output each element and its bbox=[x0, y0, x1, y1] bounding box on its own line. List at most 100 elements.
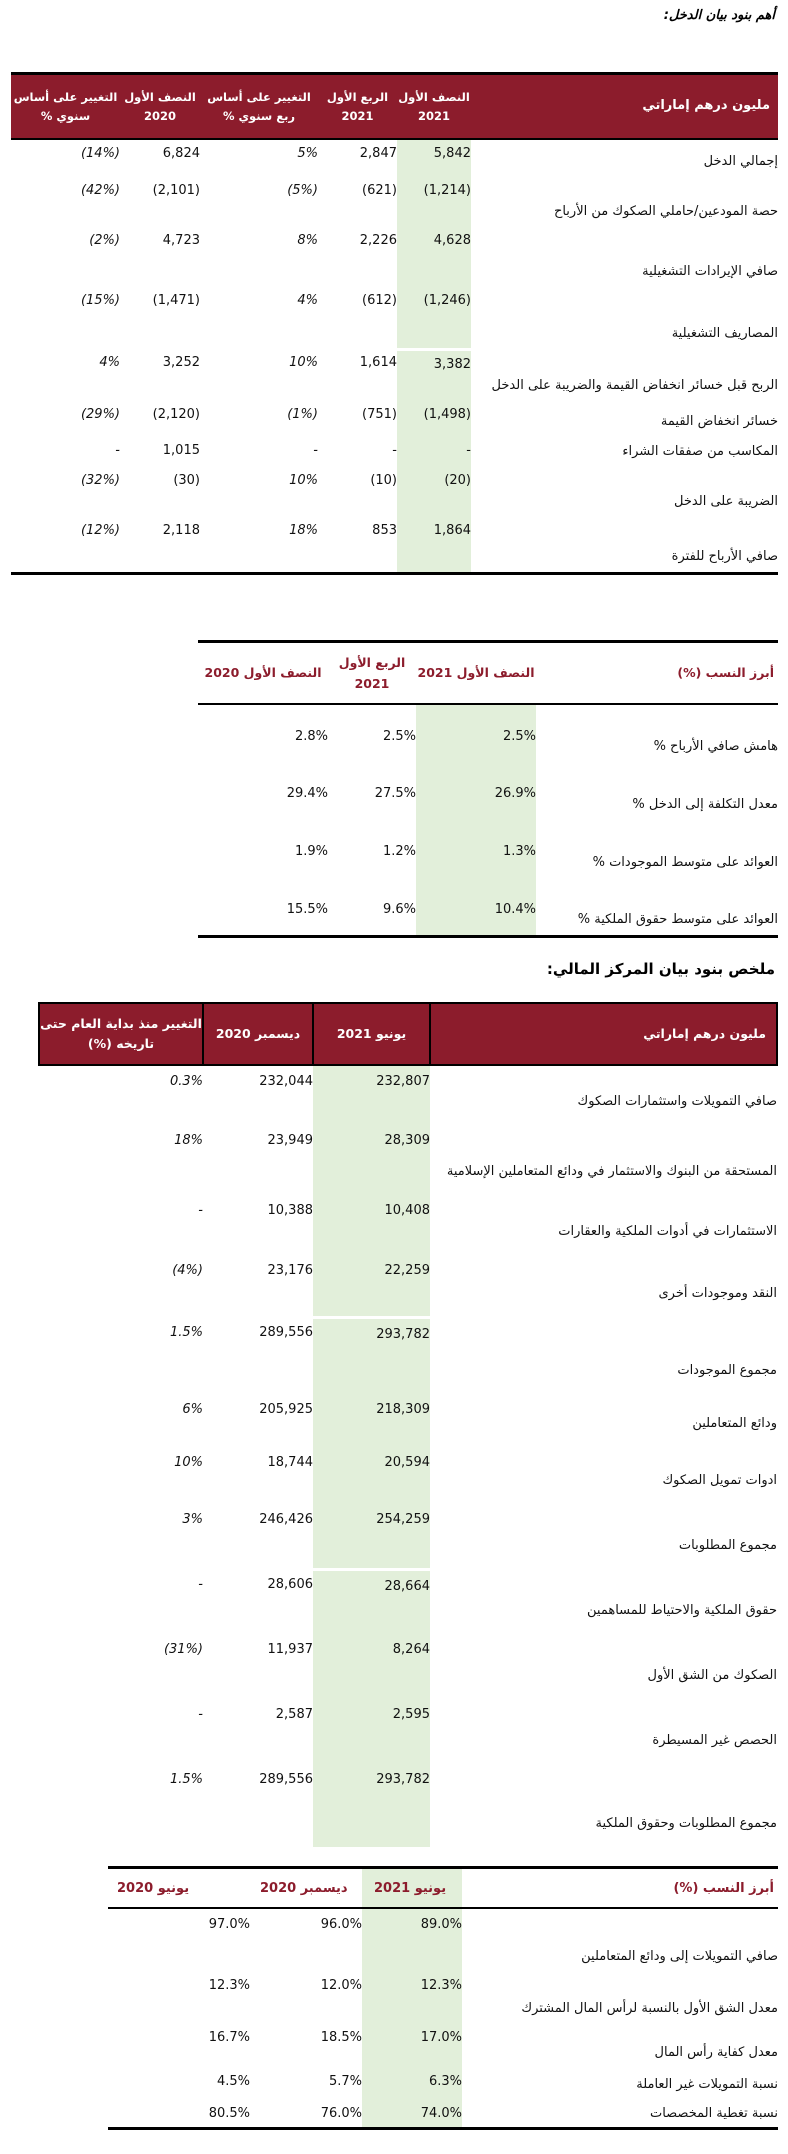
cell-h1-2020: 1,015 bbox=[162, 443, 200, 458]
cell-yoy-change: (29%) bbox=[80, 407, 120, 422]
cell-ytd-change: - bbox=[198, 1203, 203, 1218]
cell-q1-2021: 2,226 bbox=[359, 233, 397, 248]
row-label: مجموع المطلوبات bbox=[678, 1538, 777, 1554]
cell-jun-2021: 10,408 bbox=[384, 1203, 431, 1218]
cell-jun-2021: 89.0% bbox=[420, 1917, 462, 1932]
cell-dec-2020: 246,426 bbox=[259, 1512, 313, 1527]
income-statement-title: أهم بنود بيان الدخل: bbox=[663, 8, 775, 23]
cell-q1-2021: 1,614 bbox=[359, 355, 397, 370]
cell-h1-2020: (2,120) bbox=[152, 407, 200, 422]
cell-h1-2021: 2.5% bbox=[502, 729, 536, 744]
cell-q1-2021: (621) bbox=[362, 183, 397, 198]
cell-h1-2021: (20) bbox=[444, 473, 471, 488]
col-header-q1-2021: الربع الأول 2021 bbox=[328, 641, 416, 705]
cell-jun-2020: 12.3% bbox=[208, 1978, 250, 1993]
cell-h1-2021: - bbox=[466, 443, 471, 458]
table-row: الربح قبل خسائر انخفاض القيمة والضريبة ع… bbox=[11, 349, 778, 401]
cell-h1-2021: 10.4% bbox=[494, 902, 536, 917]
balance-sheet-table: مليون درهم إماراتي يونيو 2021 ديسمبر 202… bbox=[38, 1002, 778, 1847]
table-row: معدل كفاية رأس المال 17.0% 18.5% 16.7% bbox=[108, 2022, 778, 2066]
col-header-yoy-change: التغيير على أساس سنوي % bbox=[11, 73, 120, 140]
row-label: مجموع المطلوبات وحقوق الملكية bbox=[595, 1816, 778, 1832]
cell-dec-2020: 76.0% bbox=[320, 2106, 362, 2121]
col-header-ratios-title: أبرز النسب (%) bbox=[462, 1867, 778, 1909]
cell-jun-2020: 97.0% bbox=[208, 1917, 250, 1932]
cell-q1-2021: - bbox=[392, 443, 397, 458]
table-row: نسبة تغطية المخصصات 74.0% 76.0% 80.5% bbox=[108, 2098, 778, 2128]
table-row: ادوات تمويل الصكوك 20,594 18,744 10% bbox=[39, 1447, 777, 1504]
cell-qoq-change: (5%) bbox=[287, 183, 318, 198]
cell-jun-2021: 74.0% bbox=[420, 2106, 462, 2121]
cell-jun-2021: 218,309 bbox=[376, 1402, 430, 1417]
cell-qoq-change: - bbox=[313, 443, 318, 458]
cell-h1-2021: 1,864 bbox=[433, 523, 471, 538]
income-statement-table: مليون درهم إماراتي النصف الأول 2021 الرب… bbox=[11, 72, 778, 575]
row-label: معدل التكلفة إلى الدخل % bbox=[632, 797, 778, 813]
cell-ytd-change: 18% bbox=[174, 1133, 203, 1148]
table-row: صافي التمويلات واستثمارات الصكوك 232,807… bbox=[39, 1065, 777, 1125]
cell-jun-2020: 80.5% bbox=[208, 2106, 250, 2121]
table-row: العوائد على متوسط حقوق الملكية % 10.4% 9… bbox=[198, 878, 778, 936]
cell-ytd-change: - bbox=[198, 1577, 203, 1592]
cell-q1-2021: (10) bbox=[370, 473, 397, 488]
cell-h1-2020: 3,252 bbox=[162, 355, 200, 370]
cell-h1-2020: 4,723 bbox=[162, 233, 200, 248]
cell-jun-2021: 6.3% bbox=[428, 2074, 462, 2089]
cell-h1-2020: 2,118 bbox=[162, 523, 200, 538]
cell-jun-2021: 28,664 bbox=[384, 1578, 431, 1594]
col-header-qoq-change: التغيير على أساس ربع سنوي % bbox=[200, 73, 318, 140]
table-row: الضريبة على الدخل (20) (10) 10% (30) (32… bbox=[11, 467, 778, 517]
row-label: صافي الأرباح للفترة bbox=[671, 548, 778, 564]
cell-dec-2020: 289,556 bbox=[259, 1772, 313, 1787]
cell-h1-2021: 26.9% bbox=[494, 786, 536, 801]
cell-h1-2021: (1,214) bbox=[423, 183, 471, 198]
row-label: هامش صافي الأرباح % bbox=[653, 739, 778, 755]
col-header-currency-unit: مليون درهم إماراتي bbox=[471, 73, 778, 140]
cell-yoy-change: (42%) bbox=[80, 183, 120, 198]
col-header-currency-unit: مليون درهم إماراتي bbox=[429, 1002, 778, 1066]
cell-qoq-change: 5% bbox=[297, 146, 318, 161]
table-row: المصاريف التشغيلية (1,246) (612) 4% (1,4… bbox=[11, 287, 778, 351]
cell-dec-2020: 2,587 bbox=[275, 1707, 313, 1722]
cell-h1-2020: (30) bbox=[173, 473, 200, 488]
cell-jun-2021: 20,594 bbox=[384, 1455, 431, 1470]
income-ratios-table: أبرز النسب (%) النصف الأول 2021 الربع ال… bbox=[198, 640, 778, 938]
col-header-h1-2021: النصف الأول 2021 bbox=[397, 73, 471, 140]
balance-ratios-header-row: أبرز النسب (%) يونيو 2021 ديسمبر 2020 يو… bbox=[108, 1867, 778, 1909]
row-label: نسبة التمويلات غير العاملة bbox=[636, 2077, 778, 2093]
cell-qoq-change: 8% bbox=[297, 233, 318, 248]
cell-dec-2020: 96.0% bbox=[320, 1917, 362, 1932]
cell-jun-2020: 4.5% bbox=[216, 2074, 250, 2089]
cell-yoy-change: (12%) bbox=[80, 523, 120, 538]
cell-dec-2020: 28,606 bbox=[267, 1577, 314, 1592]
cell-ytd-change: 0.3% bbox=[169, 1074, 203, 1089]
cell-ytd-change: - bbox=[198, 1707, 203, 1722]
table-row: المكاسب من صفقات الشراء - - - 1,015 - bbox=[11, 437, 778, 467]
table-row: صافي الإيرادات التشغيلية 4,628 2,226 8% … bbox=[11, 227, 778, 287]
cell-qoq-change: 4% bbox=[297, 293, 318, 308]
cell-jun-2021: 2,595 bbox=[392, 1707, 430, 1722]
cell-jun-2021: 293,782 bbox=[376, 1772, 430, 1787]
table-row: إجمالي الدخل 5,842 2,847 5% 6,824 (14%) bbox=[11, 139, 778, 177]
cell-dec-2020: 11,937 bbox=[267, 1642, 314, 1657]
cell-dec-2020: 23,949 bbox=[267, 1133, 314, 1148]
cell-dec-2020: 18,744 bbox=[267, 1455, 314, 1470]
table-row: خسائر انخفاض القيمة (1,498) (751) (1%) (… bbox=[11, 401, 778, 437]
cell-dec-2020: 289,556 bbox=[259, 1325, 313, 1340]
table-row: نسبة التمويلات غير العاملة 6.3% 5.7% 4.5… bbox=[108, 2066, 778, 2098]
cell-qoq-change: 10% bbox=[289, 473, 318, 488]
cell-dec-2020: 232,044 bbox=[259, 1074, 313, 1089]
table-row: حقوق الملكية والاحتياط للمساهمين 28,664 … bbox=[39, 1569, 777, 1634]
row-label: معدل كفاية رأس المال bbox=[654, 2045, 778, 2061]
col-header-h1-2021: النصف الأول 2021 bbox=[416, 641, 536, 705]
table-row: هامش صافي الأرباح % 2.5% 2.5% 2.8% bbox=[198, 704, 778, 762]
cell-h1-2020: 1.9% bbox=[294, 844, 328, 859]
cell-h1-2021: (1,498) bbox=[423, 407, 471, 422]
row-label: المصاريف التشغيلية bbox=[671, 326, 778, 342]
table-row: مجموع الموجودات 293,782 289,556 1.5% bbox=[39, 1317, 777, 1394]
balance-ratios-table: أبرز النسب (%) يونيو 2021 ديسمبر 2020 يو… bbox=[108, 1866, 778, 2130]
cell-jun-2021: 8,264 bbox=[392, 1642, 430, 1657]
cell-yoy-change: (15%) bbox=[80, 293, 120, 308]
cell-q1-2021: 27.5% bbox=[374, 786, 416, 801]
row-label: النقد وموجودات أخرى bbox=[658, 1286, 777, 1302]
